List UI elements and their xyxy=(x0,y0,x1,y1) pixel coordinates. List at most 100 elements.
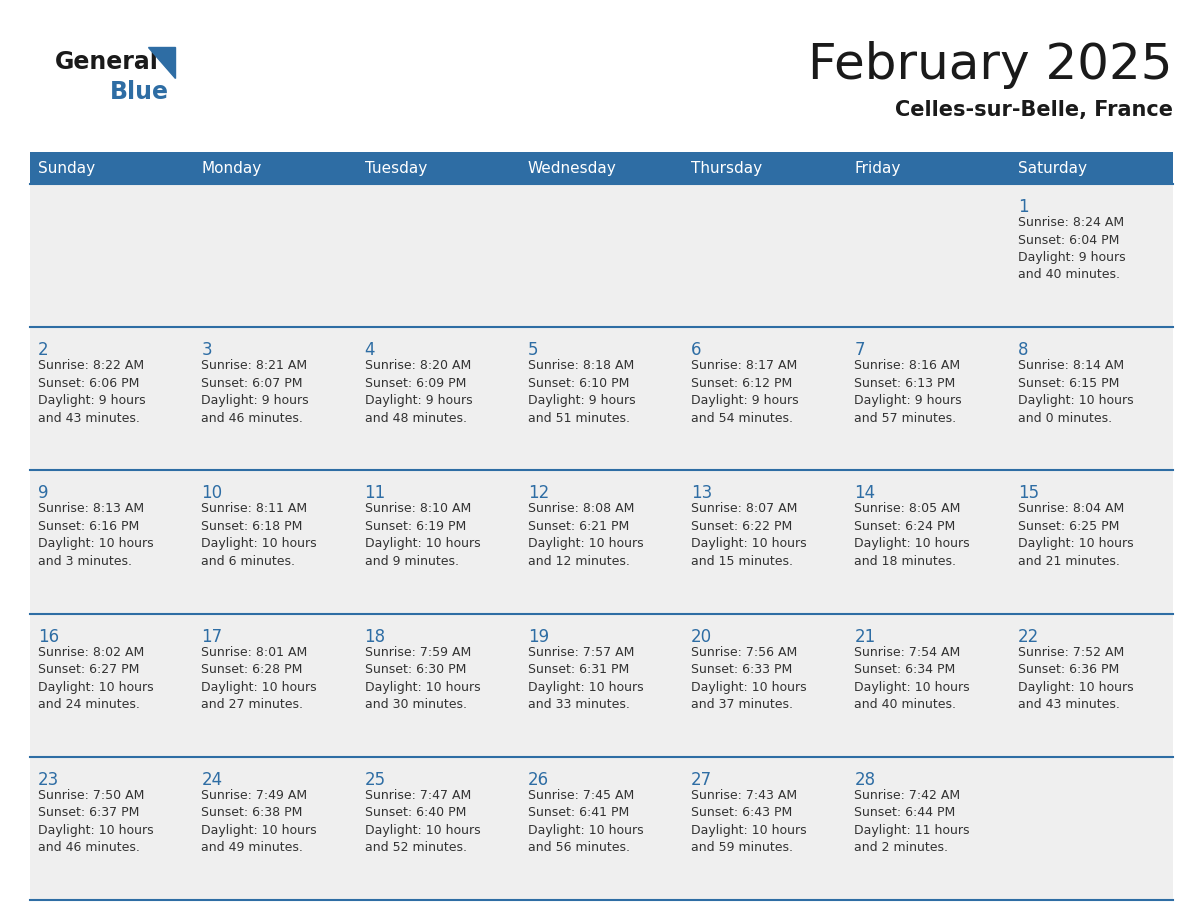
Text: and 43 minutes.: and 43 minutes. xyxy=(38,411,140,425)
Text: Sunset: 6:34 PM: Sunset: 6:34 PM xyxy=(854,663,955,676)
Text: Sunrise: 8:01 AM: Sunrise: 8:01 AM xyxy=(201,645,308,658)
Text: and 40 minutes.: and 40 minutes. xyxy=(854,698,956,711)
Bar xyxy=(30,184,1173,327)
Text: Daylight: 10 hours: Daylight: 10 hours xyxy=(1018,537,1133,551)
Text: Sunrise: 8:08 AM: Sunrise: 8:08 AM xyxy=(527,502,634,515)
Text: 7: 7 xyxy=(854,341,865,359)
Text: Sunrise: 7:54 AM: Sunrise: 7:54 AM xyxy=(854,645,961,658)
Text: Daylight: 10 hours: Daylight: 10 hours xyxy=(365,537,480,551)
Text: Sunset: 6:24 PM: Sunset: 6:24 PM xyxy=(854,520,955,533)
Text: and 27 minutes.: and 27 minutes. xyxy=(201,698,303,711)
Text: and 9 minutes.: and 9 minutes. xyxy=(365,554,459,568)
Text: and 37 minutes.: and 37 minutes. xyxy=(691,698,794,711)
Text: 15: 15 xyxy=(1018,485,1038,502)
Text: Sunrise: 7:56 AM: Sunrise: 7:56 AM xyxy=(691,645,797,658)
Text: and 33 minutes.: and 33 minutes. xyxy=(527,698,630,711)
Text: Sunrise: 7:59 AM: Sunrise: 7:59 AM xyxy=(365,645,470,658)
Text: Sunrise: 7:43 AM: Sunrise: 7:43 AM xyxy=(691,789,797,801)
Text: Sunrise: 7:45 AM: Sunrise: 7:45 AM xyxy=(527,789,634,801)
Text: Daylight: 10 hours: Daylight: 10 hours xyxy=(201,537,317,551)
Text: Saturday: Saturday xyxy=(1018,161,1087,175)
Text: and 54 minutes.: and 54 minutes. xyxy=(691,411,794,425)
Text: Daylight: 9 hours: Daylight: 9 hours xyxy=(527,394,636,408)
Text: Daylight: 9 hours: Daylight: 9 hours xyxy=(854,394,962,408)
Text: 19: 19 xyxy=(527,628,549,645)
Text: Sunrise: 8:21 AM: Sunrise: 8:21 AM xyxy=(201,359,308,372)
Text: 3: 3 xyxy=(201,341,211,359)
Text: Sunset: 6:30 PM: Sunset: 6:30 PM xyxy=(365,663,466,676)
Text: Sunset: 6:25 PM: Sunset: 6:25 PM xyxy=(1018,520,1119,533)
Text: Sunset: 6:36 PM: Sunset: 6:36 PM xyxy=(1018,663,1119,676)
Text: and 43 minutes.: and 43 minutes. xyxy=(1018,698,1119,711)
Text: and 24 minutes.: and 24 minutes. xyxy=(38,698,140,711)
Text: Monday: Monday xyxy=(201,161,261,175)
Text: 18: 18 xyxy=(365,628,386,645)
Text: 10: 10 xyxy=(201,485,222,502)
Text: and 46 minutes.: and 46 minutes. xyxy=(38,841,140,855)
Text: Daylight: 9 hours: Daylight: 9 hours xyxy=(38,394,146,408)
Text: 17: 17 xyxy=(201,628,222,645)
Text: 22: 22 xyxy=(1018,628,1040,645)
Text: Sunset: 6:31 PM: Sunset: 6:31 PM xyxy=(527,663,630,676)
Text: Sunset: 6:41 PM: Sunset: 6:41 PM xyxy=(527,806,630,819)
Text: Sunset: 6:38 PM: Sunset: 6:38 PM xyxy=(201,806,303,819)
Bar xyxy=(30,756,1173,900)
Text: Daylight: 10 hours: Daylight: 10 hours xyxy=(691,537,807,551)
Text: and 40 minutes.: and 40 minutes. xyxy=(1018,268,1120,282)
Text: Daylight: 10 hours: Daylight: 10 hours xyxy=(1018,394,1133,408)
Text: 26: 26 xyxy=(527,771,549,789)
Bar xyxy=(30,327,1173,470)
Text: 24: 24 xyxy=(201,771,222,789)
Text: Daylight: 9 hours: Daylight: 9 hours xyxy=(691,394,798,408)
Text: Daylight: 10 hours: Daylight: 10 hours xyxy=(527,823,644,837)
Text: Sunset: 6:16 PM: Sunset: 6:16 PM xyxy=(38,520,139,533)
Text: 1: 1 xyxy=(1018,198,1029,216)
Text: 2: 2 xyxy=(38,341,49,359)
Text: Sunrise: 7:52 AM: Sunrise: 7:52 AM xyxy=(1018,645,1124,658)
Text: Sunrise: 8:24 AM: Sunrise: 8:24 AM xyxy=(1018,216,1124,229)
Text: Daylight: 9 hours: Daylight: 9 hours xyxy=(1018,251,1125,264)
Text: Sunset: 6:07 PM: Sunset: 6:07 PM xyxy=(201,376,303,390)
Text: and 21 minutes.: and 21 minutes. xyxy=(1018,554,1119,568)
Text: and 56 minutes.: and 56 minutes. xyxy=(527,841,630,855)
Text: Sunrise: 8:14 AM: Sunrise: 8:14 AM xyxy=(1018,359,1124,372)
Text: Daylight: 10 hours: Daylight: 10 hours xyxy=(527,537,644,551)
Text: Daylight: 10 hours: Daylight: 10 hours xyxy=(691,823,807,837)
Text: Sunset: 6:21 PM: Sunset: 6:21 PM xyxy=(527,520,630,533)
Text: Sunset: 6:15 PM: Sunset: 6:15 PM xyxy=(1018,376,1119,390)
Text: Sunset: 6:13 PM: Sunset: 6:13 PM xyxy=(854,376,955,390)
Text: 9: 9 xyxy=(38,485,49,502)
Text: Sunset: 6:43 PM: Sunset: 6:43 PM xyxy=(691,806,792,819)
Text: Daylight: 9 hours: Daylight: 9 hours xyxy=(365,394,472,408)
Text: and 57 minutes.: and 57 minutes. xyxy=(854,411,956,425)
Text: Sunset: 6:44 PM: Sunset: 6:44 PM xyxy=(854,806,955,819)
Text: 5: 5 xyxy=(527,341,538,359)
Text: and 2 minutes.: and 2 minutes. xyxy=(854,841,948,855)
Text: Sunrise: 7:50 AM: Sunrise: 7:50 AM xyxy=(38,789,145,801)
Text: General: General xyxy=(55,50,159,74)
Text: Sunrise: 8:05 AM: Sunrise: 8:05 AM xyxy=(854,502,961,515)
Text: Sunset: 6:04 PM: Sunset: 6:04 PM xyxy=(1018,233,1119,247)
Text: Daylight: 10 hours: Daylight: 10 hours xyxy=(38,537,153,551)
Text: Sunset: 6:19 PM: Sunset: 6:19 PM xyxy=(365,520,466,533)
Text: Daylight: 9 hours: Daylight: 9 hours xyxy=(201,394,309,408)
Text: Daylight: 11 hours: Daylight: 11 hours xyxy=(854,823,969,837)
Text: Sunrise: 7:57 AM: Sunrise: 7:57 AM xyxy=(527,645,634,658)
Text: and 15 minutes.: and 15 minutes. xyxy=(691,554,794,568)
Text: 11: 11 xyxy=(365,485,386,502)
Text: Daylight: 10 hours: Daylight: 10 hours xyxy=(201,823,317,837)
Text: 4: 4 xyxy=(365,341,375,359)
Text: Sunset: 6:37 PM: Sunset: 6:37 PM xyxy=(38,806,139,819)
Text: Sunset: 6:10 PM: Sunset: 6:10 PM xyxy=(527,376,630,390)
Text: 23: 23 xyxy=(38,771,59,789)
Text: and 48 minutes.: and 48 minutes. xyxy=(365,411,467,425)
Text: Sunset: 6:18 PM: Sunset: 6:18 PM xyxy=(201,520,303,533)
Text: Daylight: 10 hours: Daylight: 10 hours xyxy=(854,537,971,551)
Text: and 0 minutes.: and 0 minutes. xyxy=(1018,411,1112,425)
Text: Sunrise: 8:07 AM: Sunrise: 8:07 AM xyxy=(691,502,797,515)
Text: 13: 13 xyxy=(691,485,713,502)
Text: Sunset: 6:09 PM: Sunset: 6:09 PM xyxy=(365,376,466,390)
Text: and 59 minutes.: and 59 minutes. xyxy=(691,841,794,855)
Text: Sunset: 6:28 PM: Sunset: 6:28 PM xyxy=(201,663,303,676)
Text: 20: 20 xyxy=(691,628,713,645)
